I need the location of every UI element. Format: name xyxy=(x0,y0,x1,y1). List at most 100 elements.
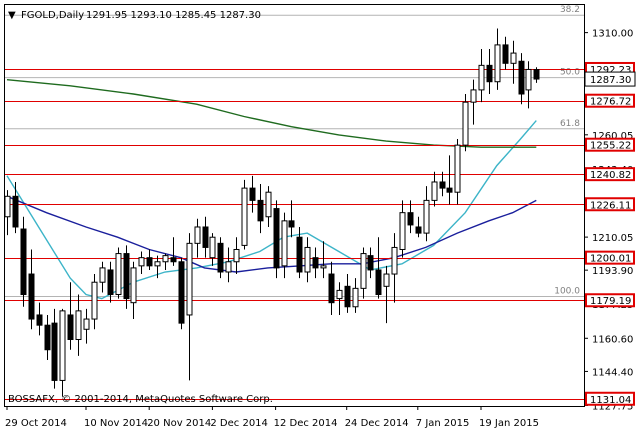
candle-20 xyxy=(162,253,169,270)
level-label-inner-6 xyxy=(587,295,633,306)
candle-4 xyxy=(36,302,43,336)
level-label-inner-5 xyxy=(587,252,633,263)
x-tick-label-6: 7 Jan 2015 xyxy=(416,418,470,429)
candle-63 xyxy=(502,36,509,70)
candle-body-46 xyxy=(367,255,374,271)
candle-body-67 xyxy=(533,69,540,80)
level-label-4: 1226.11 xyxy=(590,200,631,211)
level-label-inner-0 xyxy=(587,63,633,74)
chart-symbol: FGOLD,Daily xyxy=(21,10,84,21)
candle-55 xyxy=(439,171,446,197)
candle-body-58 xyxy=(462,101,469,146)
y-tick-label-7: 1193.90 xyxy=(592,266,633,277)
candle-7 xyxy=(59,308,66,397)
candle-body-24 xyxy=(194,226,201,244)
candle-42 xyxy=(336,282,343,315)
candle-17 xyxy=(138,251,145,275)
candle-19 xyxy=(154,255,161,279)
candle-body-23 xyxy=(186,242,193,316)
candle-body-20 xyxy=(162,255,169,263)
candle-1 xyxy=(12,181,19,234)
y-tick-label-0: 1310.00 xyxy=(592,29,633,40)
y-tick-label-10: 1144.40 xyxy=(592,367,633,378)
candle-body-28 xyxy=(225,261,232,273)
candle-body-35 xyxy=(281,220,288,267)
candle-31 xyxy=(249,175,256,213)
candle-body-29 xyxy=(233,248,240,263)
x-tick-label-2: 20 Nov 2014 xyxy=(147,418,211,429)
candle-body-25 xyxy=(202,226,209,248)
fib-label-1: 50.0 xyxy=(560,68,580,78)
x-tick-label-7: 19 Jan 2015 xyxy=(479,418,539,429)
candle-body-65 xyxy=(518,60,525,95)
candle-12 xyxy=(99,261,106,293)
candle-66 xyxy=(525,61,532,109)
candle-body-16 xyxy=(130,267,137,304)
current-price-box xyxy=(584,71,636,87)
level-label-6: 1179.19 xyxy=(590,296,631,307)
candle-64 xyxy=(510,40,517,84)
candle-body-59 xyxy=(470,89,477,103)
candle-28 xyxy=(225,247,232,283)
candle-53 xyxy=(423,186,430,242)
candle-51 xyxy=(407,200,414,234)
candle-body-19 xyxy=(154,261,161,267)
candle-13 xyxy=(107,261,114,303)
level-label-inner-3 xyxy=(587,169,633,180)
candle-10 xyxy=(83,308,90,344)
candle-body-22 xyxy=(178,261,185,324)
y-tick-label-11: 1127.75 xyxy=(592,401,633,412)
candle-18 xyxy=(146,249,153,270)
candle-54 xyxy=(431,171,438,207)
candle-body-9 xyxy=(75,310,82,341)
x-tick-label-0: 29 Oct 2014 xyxy=(5,418,67,429)
candle-15 xyxy=(123,245,130,309)
candle-45 xyxy=(360,247,367,299)
candle-body-17 xyxy=(138,257,145,267)
level-label-5: 1200.01 xyxy=(590,254,631,265)
candle-44 xyxy=(352,278,359,313)
candle-49 xyxy=(391,233,398,303)
candle-39 xyxy=(312,247,319,279)
copyright-text: BOSSAFX, © 2001-2014, MetaQuotes Softwar… xyxy=(8,394,273,405)
candle-22 xyxy=(178,257,185,330)
candle-body-37 xyxy=(296,236,303,273)
candle-body-6 xyxy=(51,322,58,381)
candle-40 xyxy=(320,241,327,279)
candle-body-53 xyxy=(423,199,430,234)
level-label-inner-7 xyxy=(587,393,633,404)
candle-body-32 xyxy=(257,199,264,222)
candle-57 xyxy=(454,139,461,205)
candle-body-63 xyxy=(502,44,509,64)
candle-62 xyxy=(494,28,501,90)
y-tick-label-6: 1210.05 xyxy=(592,233,633,244)
candle-58 xyxy=(462,93,469,152)
x-tick-label-3: 2 Dec 2014 xyxy=(210,418,268,429)
candle-body-50 xyxy=(399,212,406,250)
candle-body-49 xyxy=(391,246,398,275)
level-label-inner-1 xyxy=(587,95,633,106)
candle-body-7 xyxy=(59,310,66,381)
candle-5 xyxy=(44,314,51,360)
candle-50 xyxy=(399,200,406,258)
candle-67 xyxy=(533,67,540,83)
candle-body-21 xyxy=(170,257,177,263)
x-tick-label-5: 24 Dec 2014 xyxy=(345,418,409,429)
candle-26 xyxy=(209,233,216,266)
candle-6 xyxy=(51,308,58,389)
candle-59 xyxy=(470,79,477,125)
candle-body-39 xyxy=(312,257,319,269)
candle-36 xyxy=(288,200,295,238)
candle-34 xyxy=(273,200,280,279)
candle-body-66 xyxy=(525,68,532,91)
candle-body-5 xyxy=(44,324,51,351)
candle-body-60 xyxy=(478,64,485,91)
candle-33 xyxy=(265,186,272,227)
candle-61 xyxy=(486,48,493,94)
y-tick-label-9: 1160.60 xyxy=(592,334,633,345)
candle-body-61 xyxy=(486,64,493,83)
candle-body-33 xyxy=(265,191,272,218)
chart-ohlc: 1291.95 1293.10 1285.45 1287.30 xyxy=(86,10,261,21)
candle-body-12 xyxy=(99,267,106,283)
